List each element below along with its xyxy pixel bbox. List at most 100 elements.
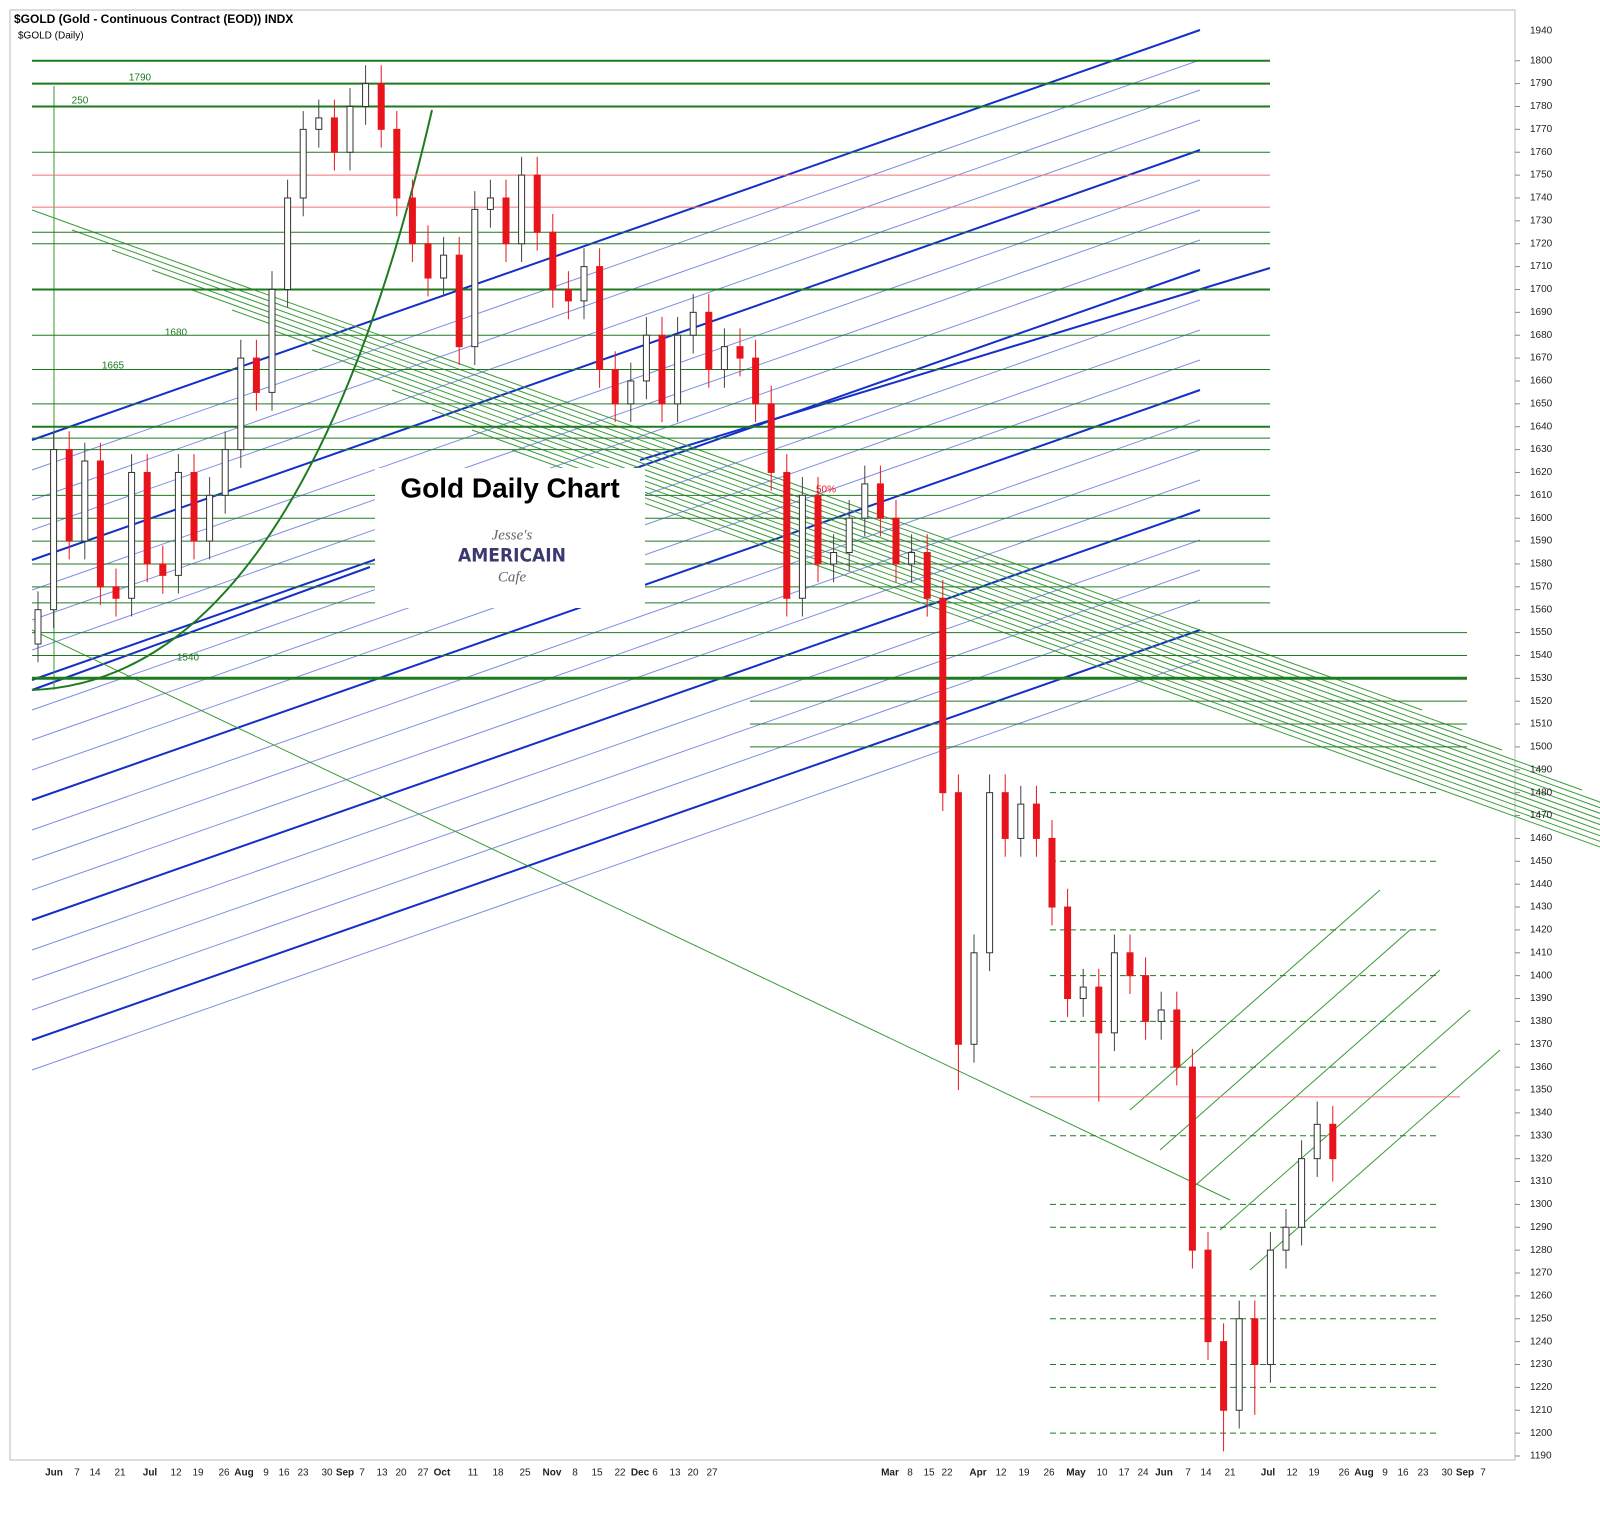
y-tick-label: 1680 [1530,330,1553,341]
candle-body [190,471,198,542]
annotation: 1790 [129,73,152,84]
candle-body [658,334,666,405]
annotation: 250 [72,96,89,107]
x-tick-label: 19 [192,1468,204,1479]
candle-body [923,552,931,599]
y-tick-label: 1340 [1530,1108,1553,1119]
x-tick-label: 7 [74,1468,80,1479]
y-tick-label: 1770 [1530,124,1553,135]
x-tick-label: 25 [519,1468,531,1479]
y-tick-label: 1190 [1530,1451,1552,1462]
x-tick-label: 10 [1096,1468,1108,1479]
annotation: 1680 [165,328,188,339]
y-tick-label: 1670 [1530,353,1553,364]
x-tick-label: 9 [263,1468,269,1479]
candle-body [96,460,104,588]
chart-title: Gold Daily Chart [400,472,619,503]
trendline [1249,1049,1501,1271]
y-tick-label: 1940 [1530,26,1553,37]
candle-body [268,288,276,393]
x-tick-label: Mar [881,1468,899,1479]
x-tick-label: 21 [1224,1468,1236,1479]
candle-body [471,208,479,348]
x-tick-label: 19 [1308,1468,1320,1479]
x-tick-label: Aug [1354,1468,1373,1479]
x-tick-label: Dec [631,1468,650,1479]
arc-curve [31,109,433,691]
trendline [31,239,1201,651]
y-tick-label: 1690 [1530,307,1553,318]
candle-body [1282,1226,1290,1251]
candle-body [549,231,557,290]
x-tick-label: 22 [614,1468,626,1479]
y-tick-label: 1330 [1530,1130,1553,1141]
candle-body [34,609,42,645]
candle-body [642,334,650,382]
candle-body [861,483,869,519]
y-tick-label: 1320 [1530,1153,1553,1164]
x-tick-label: 16 [278,1468,290,1479]
candle-body [1032,803,1040,839]
y-tick-label: 1440 [1530,879,1553,890]
x-tick-label: 14 [89,1468,101,1479]
candle-body [564,288,572,302]
trendline [31,419,1201,831]
y-tick-label: 1790 [1530,78,1553,89]
candle-body [720,346,728,371]
trendline [31,29,1201,441]
candle-body [752,357,760,405]
y-tick-label: 1540 [1530,650,1553,661]
y-tick-label: 1350 [1530,1085,1553,1096]
header: $GOLD (Gold - Continuous Contract (EOD))… [14,12,293,26]
x-tick-label: 13 [669,1468,681,1479]
y-tick-label: 1390 [1530,993,1553,1004]
x-tick-label: Jun [1155,1468,1173,1479]
y-tick-label: 1450 [1530,856,1553,867]
candles [34,65,1337,1452]
y-tick-label: 1720 [1530,238,1553,249]
trendline [1219,1009,1471,1231]
candle-body [627,380,635,405]
trendline [31,539,1201,951]
x-tick-label: 26 [1338,1468,1350,1479]
candle-body [1079,986,1087,1000]
title-backdrop [375,468,645,608]
trendline [639,267,1271,461]
candle-body [65,449,73,542]
candle-body [424,243,432,279]
x-tick-label: 22 [941,1468,953,1479]
plot-frame [9,9,1516,1461]
trendline [511,449,1600,842]
trendline [31,509,1201,921]
y-tick-label: 1630 [1530,444,1553,455]
x-tick-label: 9 [1382,1468,1388,1479]
x-tick-label: 27 [706,1468,718,1479]
candle-body [1235,1318,1243,1411]
candle-body [174,471,182,576]
candle-body [112,586,120,599]
x-tick-label: Jul [143,1468,158,1479]
candle-body [1064,906,1072,1000]
y-tick-label: 1600 [1530,513,1553,524]
y-tick-label: 1410 [1530,947,1553,958]
candle-body [1251,1318,1259,1366]
y-tick-label: 1490 [1530,764,1553,775]
y-tick-label: 1500 [1530,742,1553,753]
x-tick-label: Jun [45,1468,63,1479]
y-tick-label: 1740 [1530,193,1553,204]
trendline [31,209,1201,621]
candle-body [440,254,448,279]
trendline [31,59,1201,471]
candle-body [237,357,245,451]
y-tick-label: 1700 [1530,284,1553,295]
y-tick-label: 1510 [1530,719,1553,730]
x-tick-label: Apr [969,1468,986,1479]
x-tick-label: 6 [652,1468,658,1479]
candle-body [518,174,526,245]
candle-body [908,552,916,565]
candle-body [736,346,744,359]
x-tick-label: 23 [1417,1468,1429,1479]
candle-body [1001,792,1009,839]
candle-body [502,197,510,245]
x-tick-label: 7 [1185,1468,1191,1479]
